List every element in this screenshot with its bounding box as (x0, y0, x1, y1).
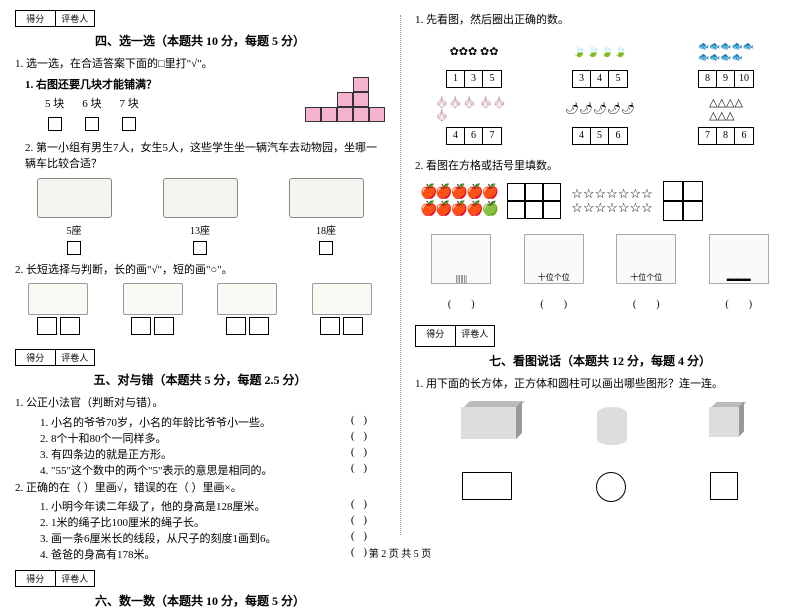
q5-2-item: 2. 1米的绳子比100厘米的绳子长。 (40, 514, 205, 530)
circle-icon (596, 472, 626, 502)
rope-icon (123, 283, 183, 315)
flowers-icon: ✿✿✿ ✿✿ (435, 37, 513, 67)
car-icon (37, 178, 112, 218)
tf-paren[interactable]: ( ) (351, 462, 370, 478)
answer-box[interactable] (131, 317, 151, 335)
banana-icon (312, 283, 372, 315)
square-icon (710, 472, 738, 500)
num-choice[interactable]: 135 (446, 70, 502, 88)
q5-2-text: 2. 正确的在（ ）里画√，错误的在（ ）里画×。 (15, 480, 385, 497)
q5-1-item: 2. 8个十和80个一同样多。 (40, 430, 167, 446)
leaves-icon: 🍃🍃🍃🍃 (561, 37, 639, 67)
answer-paren[interactable]: ( ) (448, 295, 475, 310)
triangle-icon: △△△△△△△ (687, 94, 765, 124)
abacus-icon: 十位 个位 (524, 234, 584, 284)
tf-paren[interactable]: ( ) (351, 430, 370, 446)
q5-2-item: 1. 小明今年读二年级了，他的身高是128厘米。 (40, 498, 266, 514)
score-label: 得分 (16, 11, 56, 26)
van-icon (163, 178, 238, 218)
opt-6: 6 块 (82, 96, 101, 113)
bed-icon (217, 283, 277, 315)
num-choice[interactable]: 467 (446, 127, 502, 145)
pepper-icon: 🌶🌶🌶🌶🌶 (561, 94, 639, 124)
blocks-icon: ▬▬▬ (709, 234, 769, 284)
num-choice[interactable]: 8910 (698, 70, 754, 88)
q7-1-text: 1. 用下面的长方体，正方体和圆柱可以画出哪些图形？连一连。 (415, 376, 785, 393)
grader-label: 评卷人 (456, 326, 495, 346)
page-footer: 第 2 页 共 5 页 (0, 545, 800, 560)
q6-2-text: 2. 看图在方格或括号里填数。 (415, 158, 785, 175)
answer-box[interactable] (226, 317, 246, 335)
grader-label: 评卷人 (56, 350, 95, 365)
answer-box[interactable] (154, 317, 174, 335)
checkbox[interactable] (122, 117, 136, 131)
q5-1-item: 3. 有四条边的就是正方形。 (40, 446, 172, 462)
seat-5: 5座 (67, 222, 82, 237)
column-divider (400, 15, 401, 535)
section-5-title: 五、对与错（本题共 5 分，每题 2.5 分） (15, 371, 385, 388)
grid-puzzle-figure (305, 77, 385, 122)
num-choice[interactable]: 345 (572, 70, 628, 88)
tf-paren[interactable]: ( ) (351, 446, 370, 462)
q5-1-item: 4. "55"这个数中的两个"5"表示的意思是相同的。 (40, 462, 272, 478)
answer-box[interactable] (343, 317, 363, 335)
garlic-icon: 🧄🧄🧄 🧄🧄🧄 (435, 94, 513, 124)
cube-icon (709, 407, 739, 437)
grid-4-input[interactable] (663, 181, 703, 221)
score-label: 得分 (16, 571, 56, 586)
grader-label: 评卷人 (56, 11, 95, 26)
q5-1-item: 1. 小名的爷爷70岁，小名的年龄比爷爷小一些。 (40, 414, 271, 430)
q4-2-text: 2. 长短选择与判断，长的画"√"，短的画"○"。 (15, 262, 385, 279)
checkbox[interactable] (193, 241, 207, 255)
section-4-title: 四、选一选（本题共 10 分，每题 5 分） (15, 32, 385, 49)
bus-icon (289, 178, 364, 218)
q4-1-text: 1. 选一选，在合适答案下面的□里打"√"。 (15, 56, 385, 73)
cuboid-icon (461, 407, 516, 439)
tf-paren[interactable]: ( ) (351, 530, 370, 546)
answer-box[interactable] (37, 317, 57, 335)
stars-icon: ☆☆☆☆☆☆☆☆☆☆☆☆☆☆ (571, 187, 653, 216)
q4-1-sub1: 1. 右图还要几块才能铺满？ (25, 77, 295, 94)
opt-5: 5 块 (45, 96, 64, 113)
num-choice[interactable]: 456 (572, 127, 628, 145)
section-6-title: 六、数一数（本题共 10 分，每题 5 分） (15, 592, 385, 609)
answer-box[interactable] (60, 317, 80, 335)
answer-box[interactable] (249, 317, 269, 335)
answer-paren[interactable]: ( ) (633, 295, 660, 310)
checkbox[interactable] (85, 117, 99, 131)
checkbox[interactable] (48, 117, 62, 131)
q6-1-text: 1. 先看图，然后圈出正确的数。 (415, 12, 785, 29)
checkbox[interactable] (319, 241, 333, 255)
abacus-icon: 十位 个位 (616, 234, 676, 284)
score-label: 得分 (416, 326, 456, 346)
fish-icon: 🐟🐟🐟🐟🐟🐟🐟🐟🐟 (687, 37, 765, 67)
answer-paren[interactable]: ( ) (540, 295, 567, 310)
q5-2-item: 3. 画一条6厘米长的线段，从尺子的刻度1画到6。 (40, 530, 277, 546)
tf-paren[interactable]: ( ) (351, 414, 370, 430)
checkbox[interactable] (67, 241, 81, 255)
score-label: 得分 (16, 350, 56, 365)
sticks-icon: ||||||| (431, 234, 491, 284)
seat-18: 18座 (316, 222, 336, 237)
answer-paren[interactable]: ( ) (725, 295, 752, 310)
answer-box[interactable] (320, 317, 340, 335)
q4-1-sub2: 2. 第一小组有男生7人，女生5人，这些学生坐一辆汽车去动物园，坐哪一辆车比较合… (25, 140, 385, 173)
tf-paren[interactable]: ( ) (351, 514, 370, 530)
num-choice[interactable]: 786 (698, 127, 754, 145)
pencil-icon (28, 283, 88, 315)
grader-label: 评卷人 (56, 571, 95, 586)
tf-paren[interactable]: ( ) (351, 498, 370, 514)
rectangle-icon (462, 472, 512, 500)
apples-icon: 🍎🍎🍎🍎🍎🍎🍎🍎🍎🍏 (420, 184, 497, 218)
q5-1-text: 1. 公正小法官（判断对与错）。 (15, 395, 385, 412)
cylinder-icon (597, 407, 627, 445)
grid-5-input[interactable] (507, 183, 561, 219)
seat-13: 13座 (190, 222, 210, 237)
opt-7: 7 块 (120, 96, 139, 113)
section-7-title: 七、看图说话（本题共 12 分，每题 4 分） (415, 352, 785, 369)
